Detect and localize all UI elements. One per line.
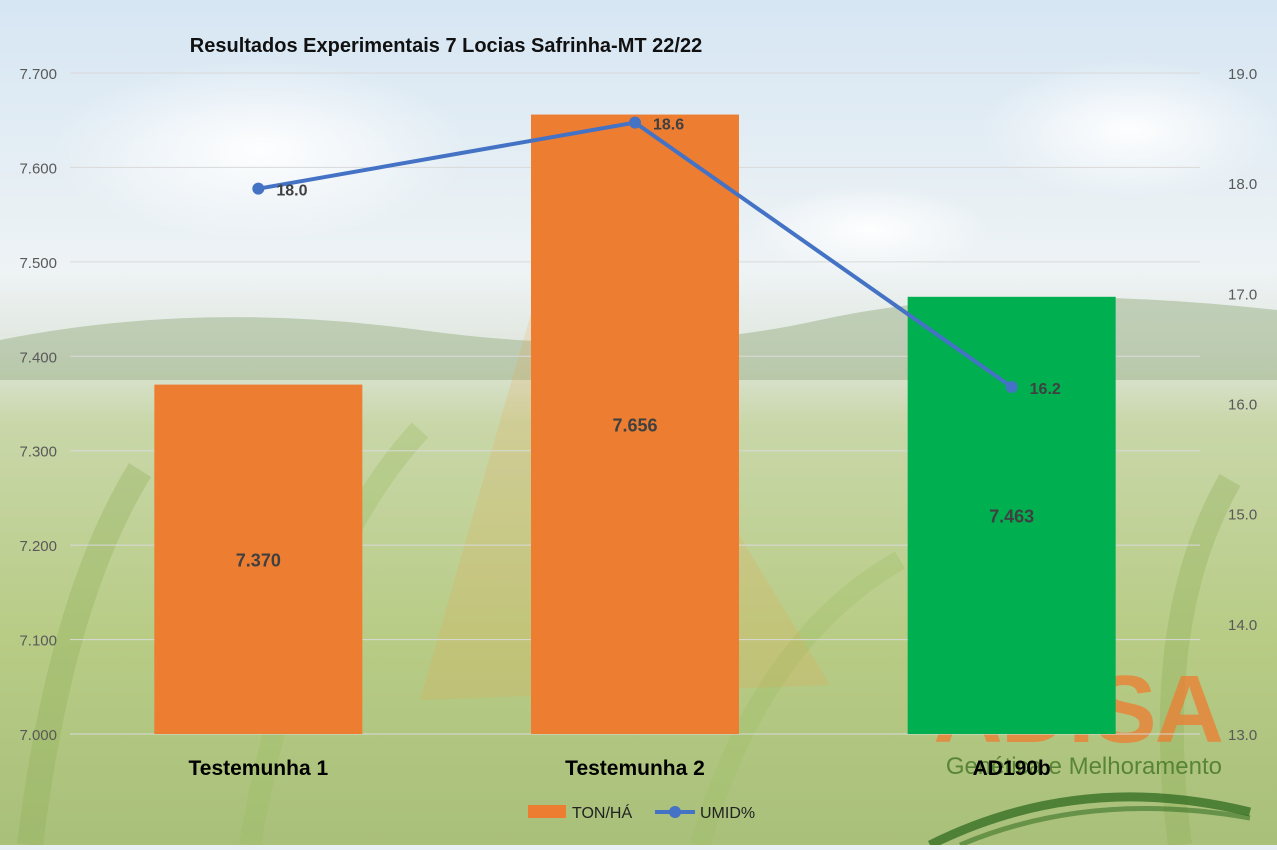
logo-tagline: Genética e Melhoramento: [946, 753, 1222, 780]
line-point: [1005, 380, 1018, 393]
right-tick-label: 16.0: [1228, 397, 1257, 414]
right-tick-label: 13.0: [1228, 727, 1257, 744]
right-tick-label: 18.0: [1228, 176, 1257, 193]
category-label: AD190b: [973, 757, 1051, 780]
left-axis: 7.000 7.100 7.200 7.300 7.400 7.500 7.600 7.700: [19, 66, 57, 744]
category-label: Testemunha 1: [189, 757, 329, 780]
legend: TON/HÁ UMID%: [528, 803, 755, 822]
bar-value-label: 7.656: [612, 415, 657, 435]
left-tick-label: 7.700: [19, 66, 57, 83]
left-tick-label: 7.200: [19, 538, 57, 555]
line-value-label: 18.6: [653, 117, 684, 134]
bar: [154, 384, 363, 734]
line-point: [252, 182, 265, 195]
left-tick-label: 7.100: [19, 633, 57, 650]
bar-value-label: 7.463: [989, 506, 1034, 526]
left-tick-label: 7.400: [19, 349, 57, 366]
left-tick-label: 7.300: [19, 444, 57, 461]
line-value-label: 18.0: [276, 183, 307, 200]
right-tick-label: 15.0: [1228, 507, 1257, 524]
left-tick-label: 7.600: [19, 160, 57, 177]
left-tick-label: 7.000: [19, 727, 57, 744]
bars: 7.370 7.656 7.463: [154, 114, 1116, 734]
bar: [531, 114, 739, 734]
legend-label-line: UMID%: [700, 805, 755, 822]
line-point: [629, 116, 641, 129]
legend-swatch-bar: [528, 805, 566, 818]
right-tick-label: 19.0: [1228, 66, 1257, 83]
left-tick-label: 7.500: [19, 255, 57, 272]
category-label: Testemunha 2: [565, 757, 705, 780]
legend-label-bar: TON/HÁ: [572, 803, 632, 822]
x-axis: Testemunha 1 Testemunha 2 AD190b: [189, 757, 1051, 780]
line-value-label: 16.2: [1030, 381, 1061, 398]
bar-value-label: 7.370: [236, 550, 281, 570]
right-tick-label: 14.0: [1228, 617, 1257, 634]
line-series: 18.0 18.6 16.2: [252, 116, 1061, 398]
bar: [907, 296, 1116, 734]
legend-marker-line: [669, 806, 681, 818]
right-axis: 13.0 14.0 15.0 16.0 17.0 18.0 19.0: [1228, 66, 1257, 744]
right-tick-label: 17.0: [1228, 286, 1257, 303]
chart-title: Resultados Experimentais 7 Locias Safrin…: [190, 35, 702, 57]
